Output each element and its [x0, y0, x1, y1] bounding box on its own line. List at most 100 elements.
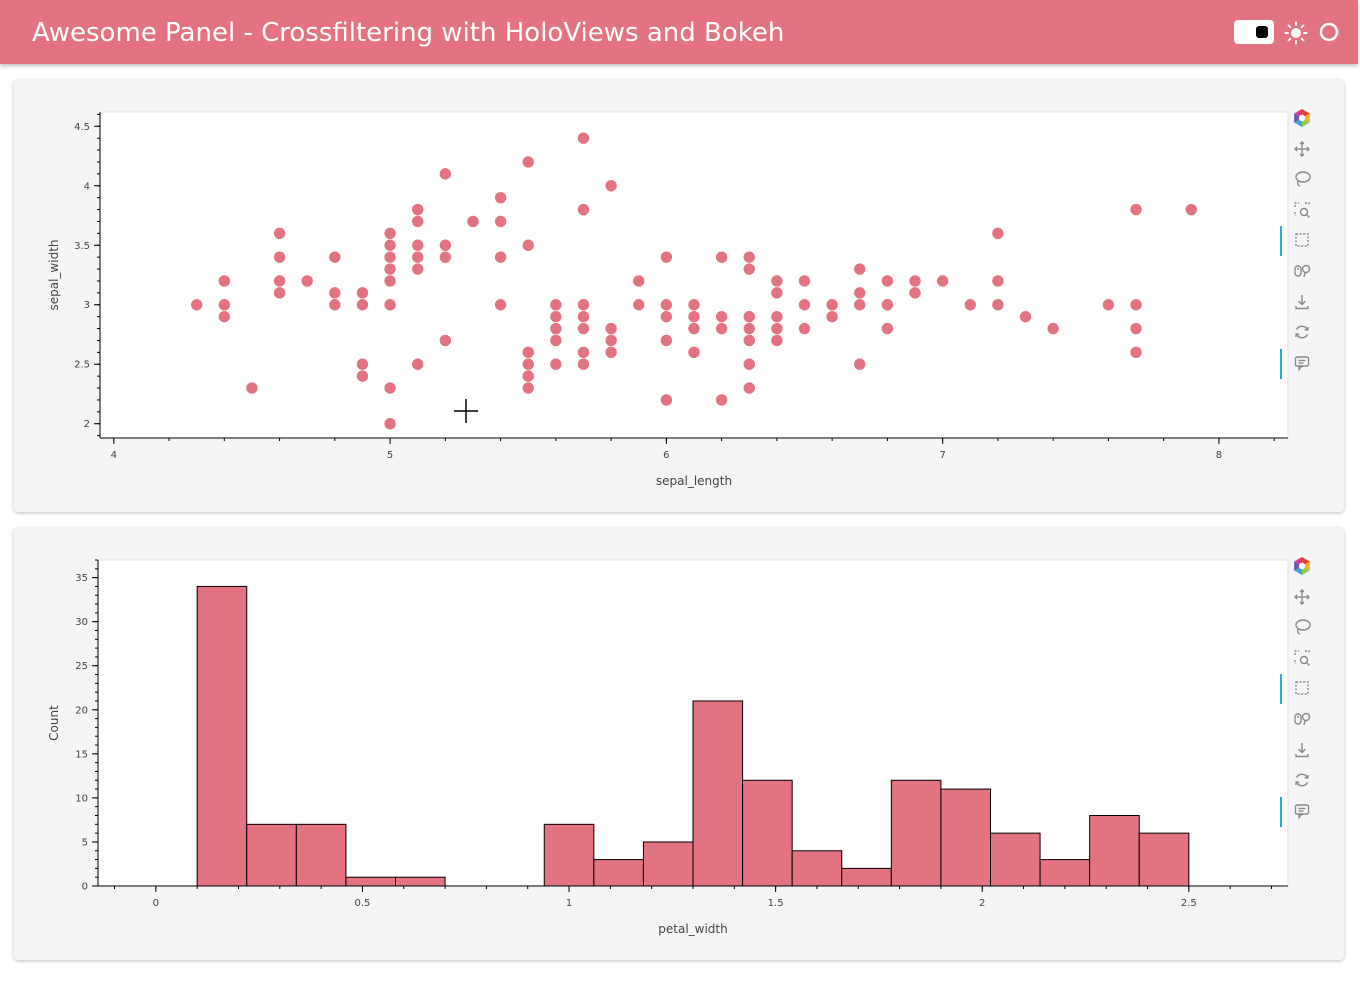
reset-icon[interactable]	[1292, 322, 1314, 344]
bokeh-logo-icon[interactable]	[1292, 108, 1314, 130]
histogram-bar	[1138, 832, 1190, 887]
scatter-point	[854, 358, 866, 370]
scatter-point	[356, 299, 369, 311]
reset-icon[interactable]	[1292, 770, 1314, 792]
scatter-point	[356, 287, 369, 299]
scatter-point	[854, 299, 866, 311]
histogram-bar	[196, 585, 248, 887]
scatter-point	[384, 299, 396, 311]
x-tick-label: 1	[566, 898, 572, 909]
scatter-point	[412, 263, 424, 275]
scatter-point	[798, 322, 811, 335]
scatter-point	[715, 251, 728, 263]
scatter-point	[550, 322, 562, 335]
scatter-point	[384, 275, 396, 287]
scatter-point	[798, 275, 811, 287]
wheel-zoom-icon[interactable]	[1292, 709, 1314, 731]
scatter-point	[881, 299, 894, 311]
scatter-point	[605, 322, 617, 335]
sun-icon[interactable]	[1284, 21, 1308, 45]
scatter-point	[384, 251, 396, 263]
scatter-point	[992, 299, 1004, 311]
box-zoom-icon[interactable]	[1292, 648, 1314, 670]
scatter-point	[743, 382, 755, 394]
histogram-bar	[742, 779, 793, 887]
pan-icon[interactable]	[1292, 139, 1314, 161]
x-tick-label: 6	[663, 450, 669, 461]
scatter-point	[1019, 310, 1032, 323]
scatter-point	[412, 203, 424, 216]
y-tick-label: 3.5	[74, 241, 90, 252]
y-tick-label: 4.5	[74, 122, 90, 133]
scatter-point	[273, 287, 286, 299]
histogram-bar	[642, 841, 694, 887]
lasso-select-icon[interactable]	[1292, 617, 1314, 639]
scatter-point	[688, 346, 700, 359]
scatter-point	[854, 263, 866, 275]
histogram-bar	[543, 823, 595, 887]
scatter-point	[439, 239, 452, 251]
histogram-bar	[1039, 859, 1091, 887]
scatter-point	[384, 382, 396, 394]
y-tick-label: 2.5	[74, 360, 90, 371]
scatter-point	[246, 382, 258, 394]
histogram-bar	[841, 867, 892, 887]
app-header: Awesome Panel - Crossfiltering with Holo…	[0, 0, 1358, 64]
scatter-point	[467, 215, 479, 228]
scatter-point	[577, 346, 590, 359]
scatter-point	[798, 299, 811, 311]
hover-icon[interactable]	[1280, 796, 1314, 827]
scatter-point	[605, 334, 617, 347]
scatter-point	[881, 322, 894, 335]
scatter-point	[826, 299, 838, 311]
y-axis-label: Count	[47, 705, 61, 741]
histogram-plot[interactable]: 0 0.5 1 1.5 2 2.5 0 5 10 15 20 25 30 35 petal_width Cou…	[14, 528, 1344, 960]
scatter-point	[688, 299, 700, 311]
histogram-bar	[692, 700, 744, 887]
scatter-points	[190, 132, 1198, 430]
scatter-point	[936, 275, 949, 287]
scatter-point	[1185, 203, 1198, 216]
scatter-point	[412, 239, 424, 251]
lasso-select-icon[interactable]	[1292, 169, 1314, 191]
scatter-point	[881, 275, 894, 287]
x-tick-label: 0	[153, 898, 159, 909]
histogram-bar	[890, 779, 942, 887]
save-icon[interactable]	[1292, 292, 1314, 314]
scatter-point	[301, 275, 313, 287]
box-select-icon[interactable]	[1280, 226, 1314, 257]
box-zoom-icon[interactable]	[1292, 200, 1314, 222]
pan-icon[interactable]	[1292, 587, 1314, 609]
scatter-point	[1130, 299, 1142, 311]
scatter-point	[660, 251, 673, 263]
scatter-point	[412, 251, 424, 263]
scatter-point	[1130, 346, 1142, 359]
scatter-point	[412, 215, 424, 228]
scatter-plot[interactable]: 4 5 6 7 8 2 2.5 3 3.5 4 4.5 sepal_length sepal_width	[14, 80, 1344, 512]
scatter-point	[218, 299, 231, 311]
theme-toggle-switch-icon[interactable]	[1234, 20, 1274, 44]
save-icon[interactable]	[1292, 740, 1314, 762]
scatter-point	[439, 251, 452, 263]
scatter-point	[743, 358, 755, 370]
y-tick-label: 2	[84, 419, 90, 430]
y-tick-label: 4	[84, 181, 90, 192]
histogram-bar	[295, 823, 347, 887]
hover-icon[interactable]	[1280, 348, 1314, 379]
scatter-point	[909, 275, 921, 287]
plot-toolbar	[1280, 556, 1318, 827]
y-tick-label: 35	[75, 573, 88, 584]
scatter-point	[1102, 299, 1115, 311]
scatter-point	[522, 156, 534, 168]
circle-icon[interactable]	[1318, 21, 1340, 43]
scatter-point	[522, 358, 534, 370]
scatter-point	[771, 310, 783, 323]
box-select-icon[interactable]	[1280, 674, 1314, 705]
scatter-point	[412, 358, 424, 370]
scatter-point	[660, 394, 673, 406]
bokeh-logo-icon[interactable]	[1292, 556, 1314, 578]
scatter-point	[190, 299, 203, 311]
wheel-zoom-icon[interactable]	[1292, 261, 1314, 283]
y-tick-label: 20	[75, 705, 88, 716]
histogram-card: 0 0.5 1 1.5 2 2.5 0 5 10 15 20 25 30 35 petal_width Cou…	[14, 528, 1344, 960]
